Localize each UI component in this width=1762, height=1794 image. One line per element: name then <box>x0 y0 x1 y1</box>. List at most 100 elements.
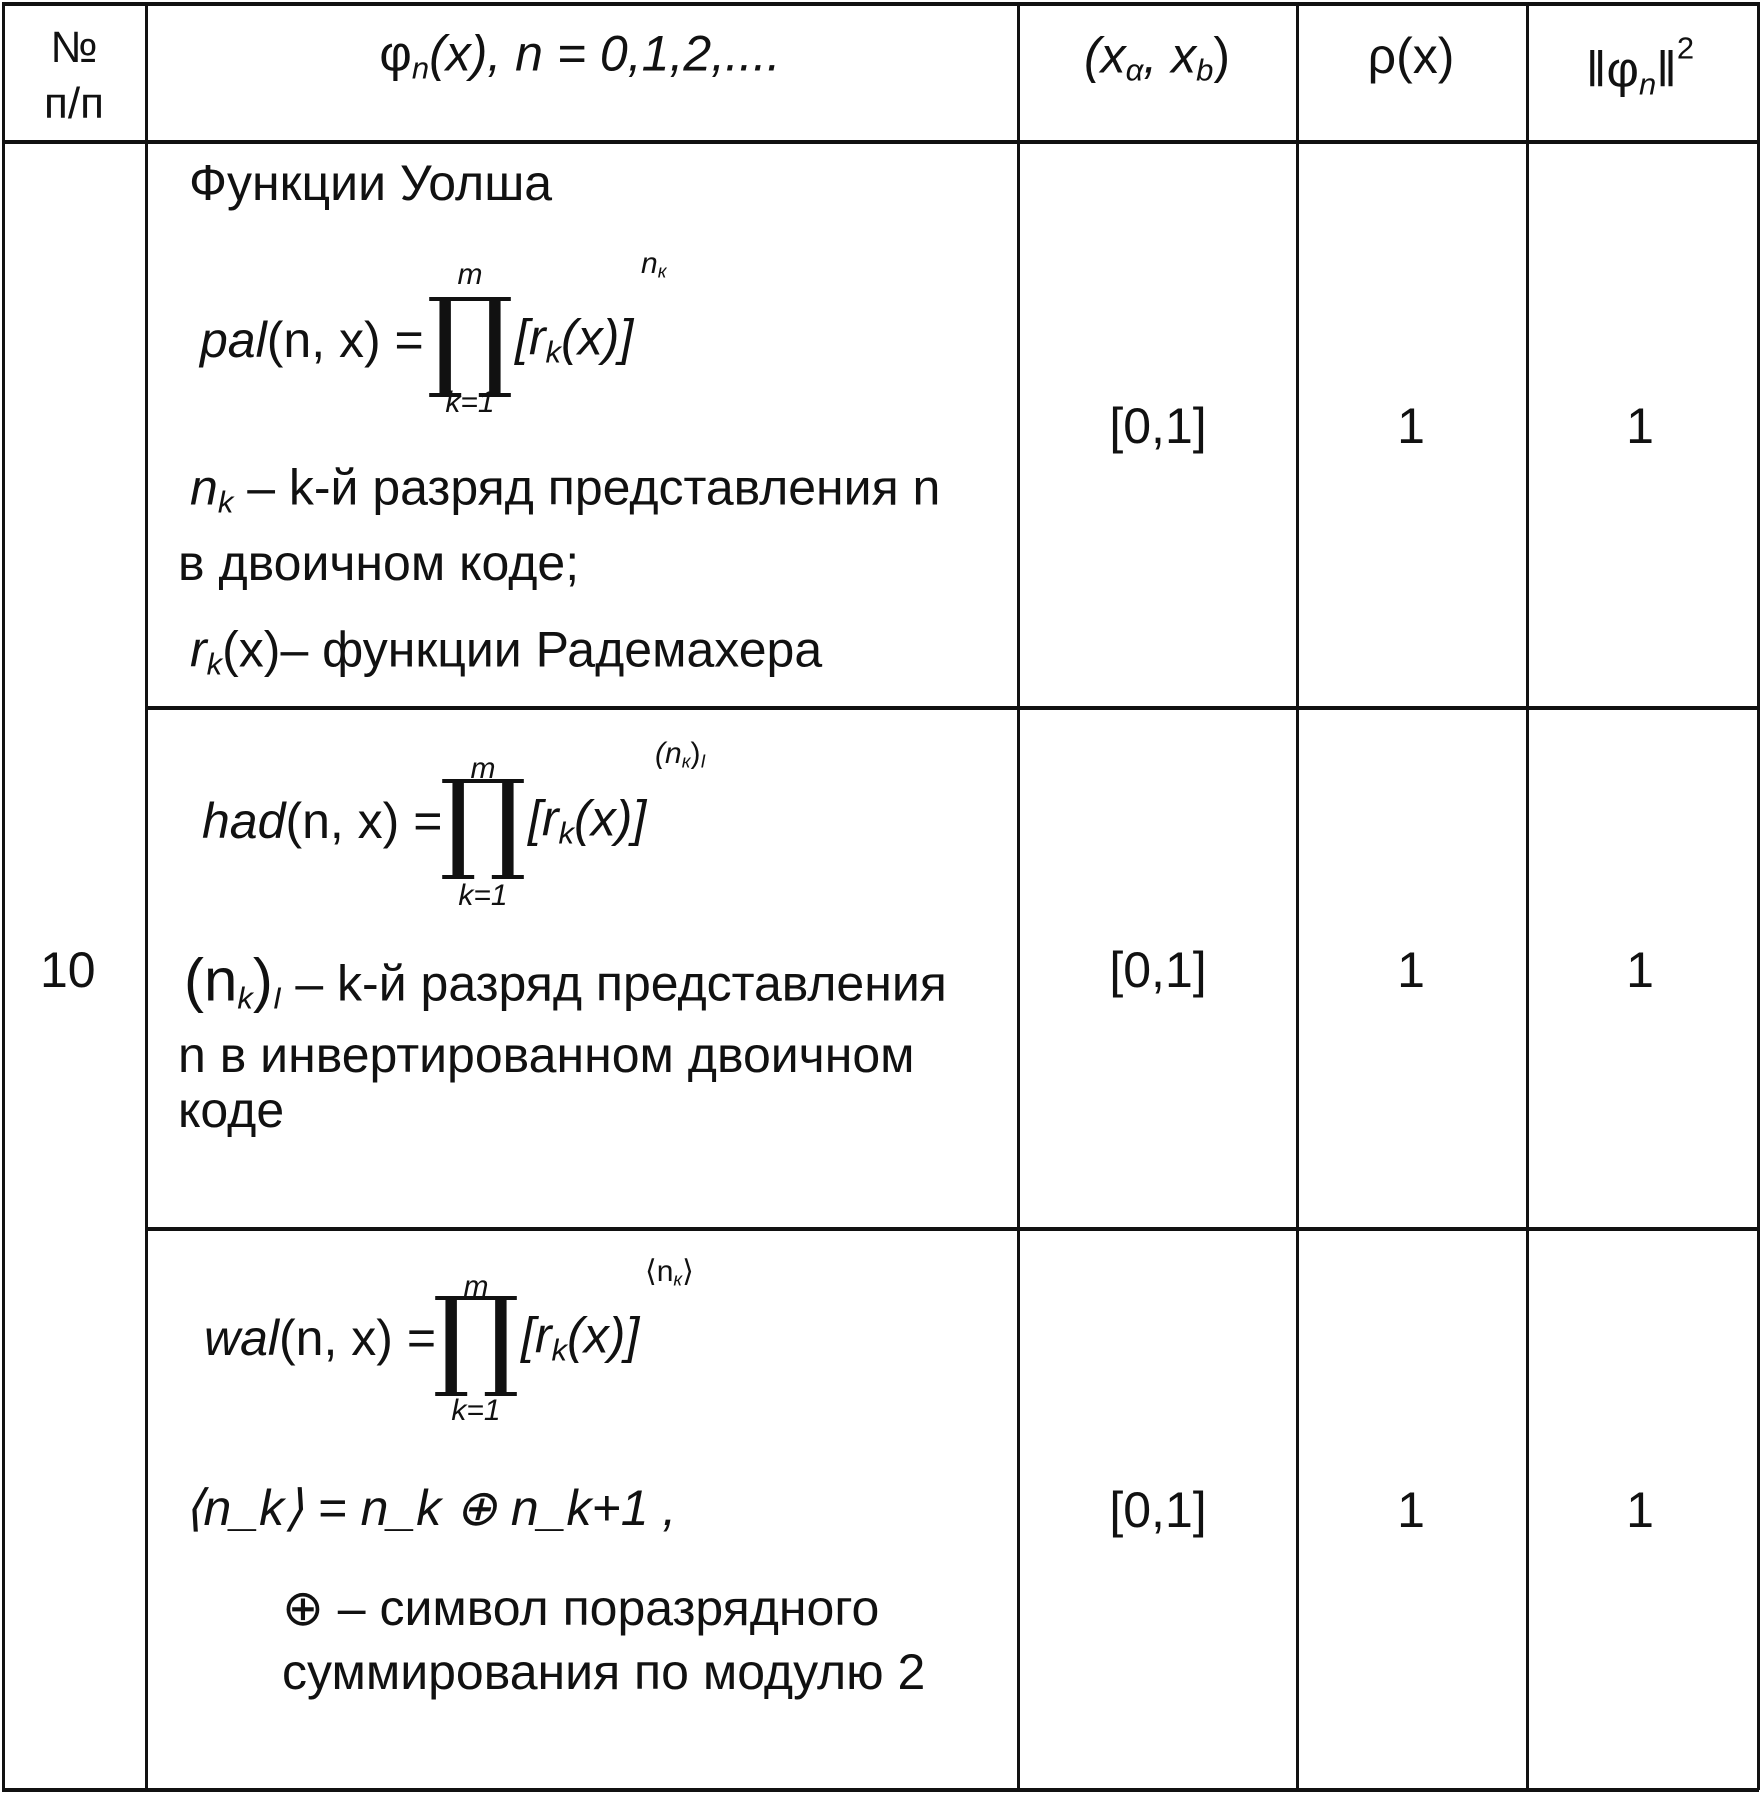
line-text: – k-й разряд представления n <box>233 459 941 516</box>
exp-sub: к <box>681 750 691 772</box>
lower: k=1 <box>458 879 508 912</box>
lhs: (n, x) = <box>279 1310 437 1366</box>
header-num: № <box>50 23 98 72</box>
description-line: (nk)I – k-й разряд представления <box>184 950 947 1016</box>
func-name: wal <box>204 1310 280 1366</box>
bracket-open: [r <box>528 790 559 847</box>
bracket-close: (x)] <box>567 1307 640 1364</box>
line-text: (x)– функции Радемахера <box>222 621 823 678</box>
header-num-sub: п/п <box>44 79 104 128</box>
norm-power: 2 <box>1676 30 1695 66</box>
upper-limit: m <box>458 260 483 290</box>
func-name: pal <box>200 312 267 368</box>
norm-cell: 1 <box>1626 398 1654 454</box>
col-line <box>1296 2 1299 1790</box>
weight-cell: 1 <box>1397 1482 1425 1538</box>
pre-sub: k <box>206 646 223 682</box>
func-name: had <box>202 793 286 849</box>
exp: n <box>641 246 658 280</box>
description-line: коде <box>178 1082 285 1138</box>
product-symbol: ∏ <box>439 756 527 884</box>
interval-cell: [0,1] <box>1109 1482 1207 1538</box>
row-divider <box>146 1227 1759 1231</box>
interval-a: α <box>1125 52 1144 88</box>
product-symbol: ∏ <box>432 1273 520 1401</box>
bracket-close: (x)] <box>574 790 647 847</box>
pre-close-sub: I <box>272 980 282 1016</box>
description-line: ⊕ – символ поразрядного <box>282 1580 880 1636</box>
lower-limit: k=1 <box>451 1396 500 1426</box>
lhs: (n, x) = <box>285 793 443 849</box>
weight-cell: 1 <box>1397 942 1425 998</box>
pre: (n <box>184 946 238 1014</box>
phi-subscript: n <box>411 50 430 86</box>
exp: ⟨n <box>645 1254 674 1288</box>
line-text: – k-й разряд представления <box>281 955 947 1012</box>
header-function: φn(x), n = 0,1,2,.... <box>379 29 780 84</box>
table-border-top <box>2 2 1759 6</box>
weight-cell: 1 <box>1397 398 1425 454</box>
lower-limit: k=1 <box>445 388 494 418</box>
exponent: nк <box>641 246 666 281</box>
col-line <box>1757 2 1760 1790</box>
header-interval: (xα, xb) <box>1084 31 1230 86</box>
pre: n <box>190 459 218 516</box>
pal-lhs: pal(n, x) = <box>200 315 424 365</box>
norm-cell: 1 <box>1626 1482 1654 1538</box>
exp: (n <box>655 736 682 770</box>
exp-close-sub: I <box>700 750 706 772</box>
row-divider <box>146 706 1759 710</box>
section-title: Функции Уолша <box>189 155 553 211</box>
description-line: ⟨n_k⟩ = n_k ⊕ n_k+1 , <box>184 1480 677 1536</box>
bracket-close: (x)] <box>561 309 634 366</box>
interval-cell: [0,1] <box>1109 942 1207 998</box>
pre-sub: k <box>237 980 253 1016</box>
header-weight: ρ(x) <box>1367 28 1455 84</box>
pre-sub: k <box>217 484 234 520</box>
pre-close: ) <box>252 946 273 1014</box>
upper: m <box>457 258 483 291</box>
bracket-open: [r <box>515 309 546 366</box>
pre: r <box>190 621 207 678</box>
header-divider <box>2 140 1759 144</box>
header-norm: ‖φn‖2 <box>1586 33 1694 100</box>
had-lhs: had(n, x) = <box>202 796 442 846</box>
norm-cell: 1 <box>1626 942 1654 998</box>
exp-close: ) <box>690 736 701 770</box>
description-line: суммирования по модулю 2 <box>282 1644 926 1700</box>
wal-lhs: wal(n, x) = <box>204 1313 436 1363</box>
upper-limit: m <box>471 754 496 784</box>
norm-subscript: n <box>1638 66 1657 102</box>
col-line <box>2 2 5 1790</box>
lower-limit: k=1 <box>458 881 507 911</box>
bracket-sub: k <box>558 815 575 851</box>
lower: k=1 <box>445 386 495 419</box>
bracket-open: [r <box>521 1307 552 1364</box>
col-line <box>145 2 148 1790</box>
bracket: [rk(x)] <box>521 1311 639 1366</box>
col-line <box>1017 2 1020 1790</box>
product-symbol: ∏ <box>426 274 514 402</box>
bracket-sub: k <box>545 334 562 370</box>
interval-b: b <box>1196 52 1214 88</box>
lower: k=1 <box>451 1394 501 1427</box>
table-border-bottom <box>2 1788 1759 1792</box>
upper: m <box>470 752 496 785</box>
exp-sub: к <box>673 1268 683 1290</box>
interval-close: ) <box>1213 27 1231 84</box>
bracket-sub: k <box>551 1332 568 1368</box>
interval-cell: [0,1] <box>1109 398 1207 454</box>
norm-close: ‖ <box>1656 41 1677 98</box>
interval-open: (x <box>1083 27 1126 84</box>
interval-mid: , x <box>1143 27 1197 84</box>
col-line <box>1526 2 1529 1790</box>
upper: m <box>463 1270 489 1303</box>
bracket: [rk(x)] <box>528 794 646 849</box>
norm-open: ‖φ <box>1585 41 1639 98</box>
exponent: (nк)I <box>655 736 706 772</box>
exponent: ⟨nк⟩ <box>645 1254 694 1290</box>
description-line: nk – k-й разряд представления n <box>190 463 940 518</box>
bracket: [rk(x)] <box>515 313 633 368</box>
exp-close: ⟩ <box>682 1254 694 1288</box>
